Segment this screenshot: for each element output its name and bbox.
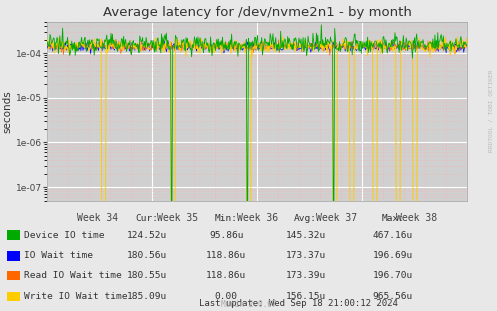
Text: Read IO Wait time: Read IO Wait time: [24, 271, 122, 280]
Text: Min:: Min:: [215, 214, 238, 223]
Text: Write IO Wait time: Write IO Wait time: [24, 292, 127, 301]
Text: 173.37u: 173.37u: [286, 251, 326, 260]
Title: Average latency for /dev/nvme2n1 - by month: Average latency for /dev/nvme2n1 - by mo…: [103, 6, 412, 19]
Text: Week 36: Week 36: [237, 213, 278, 223]
Text: 118.86u: 118.86u: [206, 251, 246, 260]
Text: 196.69u: 196.69u: [373, 251, 413, 260]
Text: Week 34: Week 34: [77, 213, 118, 223]
Text: 173.39u: 173.39u: [286, 271, 326, 280]
Text: Week 35: Week 35: [157, 213, 198, 223]
Bar: [7, 251, 20, 261]
Text: Max:: Max:: [381, 214, 404, 223]
Text: IO Wait time: IO Wait time: [24, 251, 93, 260]
Text: 180.55u: 180.55u: [127, 271, 166, 280]
Text: 196.70u: 196.70u: [373, 271, 413, 280]
Text: 965.56u: 965.56u: [373, 292, 413, 301]
Text: Last update: Wed Sep 18 21:00:12 2024: Last update: Wed Sep 18 21:00:12 2024: [199, 299, 398, 308]
Text: 156.15u: 156.15u: [286, 292, 326, 301]
Text: 95.86u: 95.86u: [209, 230, 244, 239]
Y-axis label: seconds: seconds: [3, 90, 13, 132]
Text: 180.56u: 180.56u: [127, 251, 166, 260]
Text: Week 37: Week 37: [317, 213, 357, 223]
Text: Munin 2.0.67: Munin 2.0.67: [221, 300, 276, 309]
Bar: [7, 292, 20, 301]
Bar: [7, 271, 20, 281]
Text: Week 38: Week 38: [396, 213, 437, 223]
Text: 0.00: 0.00: [215, 292, 238, 301]
Text: 185.09u: 185.09u: [127, 292, 166, 301]
Text: Cur:: Cur:: [135, 214, 158, 223]
Text: 145.32u: 145.32u: [286, 230, 326, 239]
Text: 118.86u: 118.86u: [206, 271, 246, 280]
Text: RRDTOOL / TOBI OETIKER: RRDTOOL / TOBI OETIKER: [489, 70, 494, 152]
Text: 467.16u: 467.16u: [373, 230, 413, 239]
Text: 124.52u: 124.52u: [127, 230, 166, 239]
Text: Avg:: Avg:: [294, 214, 317, 223]
Bar: [7, 230, 20, 240]
Text: Device IO time: Device IO time: [24, 230, 104, 239]
